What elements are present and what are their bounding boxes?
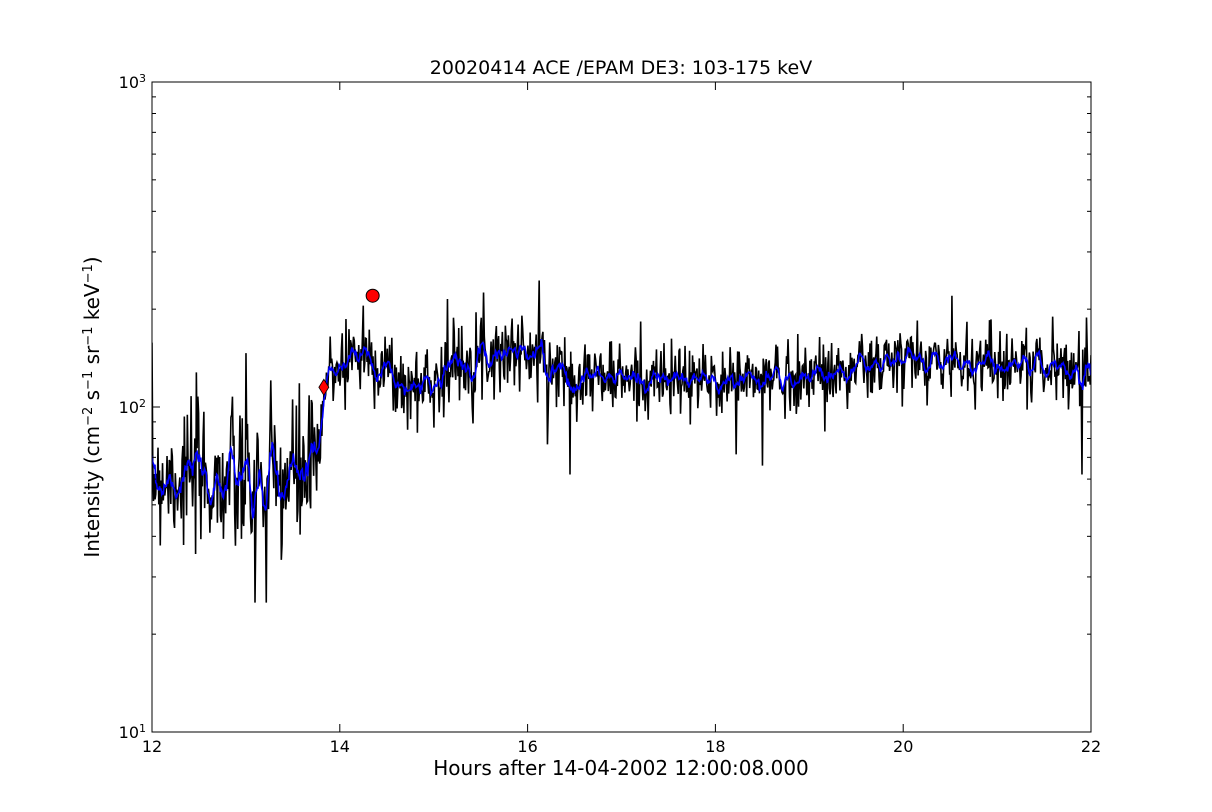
y-axis-label: Intensity (cm−2 s−1 sr−1 keV−1) <box>80 256 104 557</box>
smoothed-series-line <box>152 339 1091 520</box>
x-tick-label: 12 <box>142 737 162 756</box>
plot-area <box>152 280 1091 603</box>
y-tick-label: 102 <box>119 397 146 418</box>
marker-circle <box>365 288 380 303</box>
x-tick-label: 16 <box>517 737 537 756</box>
x-tick-label: 18 <box>705 737 725 756</box>
chart-title: 20020414 ACE /EPAM DE3: 103-175 keV <box>430 57 812 79</box>
x-tick-label: 22 <box>1081 737 1101 756</box>
raw-series-line <box>152 280 1091 603</box>
x-axis: 12 14 16 18 20 22 <box>142 82 1101 756</box>
y-tick-label: 103 <box>119 72 146 93</box>
x-tick-label: 20 <box>893 737 913 756</box>
y-tick-label: 101 <box>119 722 146 743</box>
x-axis-label: Hours after 14-04-2002 12:00:08.000 <box>433 756 809 780</box>
x-tick-label: 14 <box>330 737 350 756</box>
y-axis: 101 102 103 <box>119 72 1091 743</box>
marker-diamond <box>318 378 330 397</box>
